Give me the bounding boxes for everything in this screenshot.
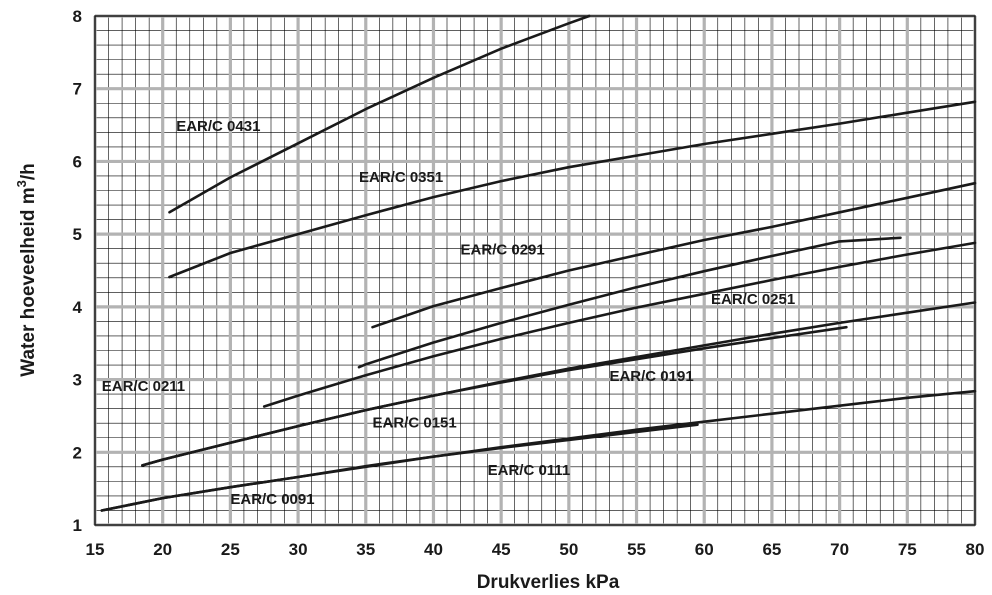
x-tick-label: 30 [289,540,308,559]
curve-label: EAR/C 0091 [230,491,314,508]
x-axis-label: Drukverlies kPa [477,572,620,593]
curve-label: EAR/C 0251 [711,291,795,308]
curve-label: EAR/C 0211 [102,378,185,395]
y-tick-label: 5 [73,225,82,244]
x-tick-labels: 15 20 25 30 35 40 45 50 55 60 65 70 75 80 [86,540,985,559]
x-tick-label: 70 [830,540,849,559]
y-axis-label: Water hoeveelheid m3/h [14,163,39,376]
grid [93,14,977,527]
series-line [168,100,977,279]
y-tick-label: 2 [73,443,82,462]
curve-label: EAR/C 0191 [609,368,693,385]
series-line [168,14,591,214]
y-tick-label: 7 [73,80,82,99]
curve-label: EAR/C 0151 [373,415,457,432]
curve-label: EAR/C 0431 [176,118,260,135]
y-tick-label: 6 [73,152,82,171]
series-line [141,325,848,467]
x-tick-label: 60 [695,540,714,559]
plot-frame [94,15,976,526]
x-tick-label: 35 [356,540,375,559]
x-tick-label: 75 [898,540,917,559]
y-tick-label: 4 [73,298,83,317]
curve-label: EAR/C 0291 [461,242,545,259]
curve-label: EAR/C 0351 [359,169,443,186]
series-lines [100,14,977,512]
series-line [100,423,699,512]
x-tick-label: 20 [153,540,172,559]
x-tick-label: 25 [221,540,240,559]
x-tick-label: 40 [424,540,443,559]
x-tick-label: 80 [966,540,985,559]
y-tick-label: 1 [73,516,82,535]
curve-label: EAR/C 0111 [488,462,571,479]
series-line [262,241,977,408]
x-tick-label: 50 [559,540,578,559]
curve-labels: EAR/C 0431 EAR/C 0351 EAR/C 0291 EAR/C 0251… [102,118,795,508]
y-tick-labels: 1 2 3 4 5 6 7 8 [73,7,83,535]
x-tick-label: 65 [762,540,781,559]
y-tick-label: 8 [73,7,82,26]
x-tick-label: 45 [492,540,511,559]
series-line [371,181,977,329]
x-tick-label: 15 [86,540,105,559]
series-line [357,236,902,369]
y-tick-label: 3 [73,371,82,390]
x-tick-label: 55 [627,540,646,559]
